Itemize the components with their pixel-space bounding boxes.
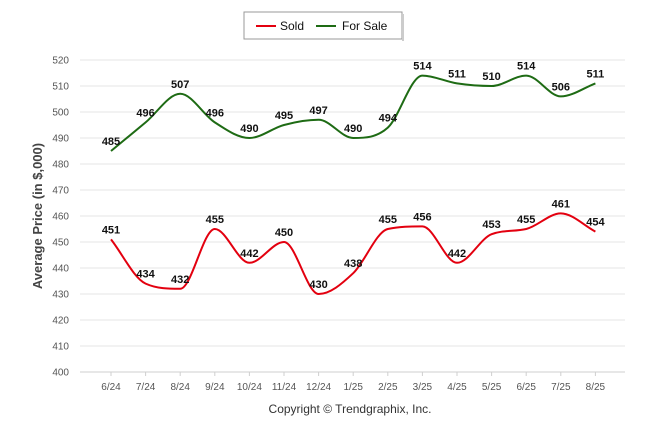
data-label-sold: 438: [344, 258, 362, 270]
series-line-for-sale: [110, 74, 596, 152]
x-tick-label: 10/24: [237, 382, 262, 393]
y-tick-label: 470: [52, 186, 69, 197]
data-label-for-sale: 494: [379, 113, 398, 125]
data-label-for-sale: 485: [102, 136, 120, 148]
series-lines: [110, 74, 596, 296]
data-label-sold: 450: [275, 227, 293, 239]
data-label-sold: 430: [309, 279, 327, 291]
data-label-for-sale: 496: [136, 107, 154, 119]
x-tick-label: 6/25: [516, 382, 536, 393]
data-label-for-sale: 507: [171, 79, 189, 91]
data-label-sold: 455: [379, 214, 397, 226]
x-tick-label: 1/25: [343, 382, 363, 393]
x-axis: 6/24 7/24 8/24 9/24 10/24 11/24 12/24 1/25 2/25 3…: [101, 372, 606, 393]
data-label-for-sale: 490: [240, 123, 258, 135]
x-tick-label: 3/25: [413, 382, 433, 393]
legend-label-for-sale: For Sale: [342, 19, 388, 33]
data-label-sold: 454: [586, 217, 605, 229]
x-tick-label: 6/24: [101, 382, 121, 393]
y-tick-label: 430: [52, 290, 69, 301]
data-label-for-sale: 496: [206, 107, 224, 119]
data-label-sold: 456: [413, 211, 431, 223]
y-tick-label: 500: [52, 108, 69, 119]
data-label-sold: 442: [448, 248, 466, 260]
y-axis-title: Average Price (in $,000): [30, 143, 45, 289]
data-label-for-sale: 490: [344, 123, 362, 135]
y-tick-label: 460: [52, 212, 69, 223]
y-tick-label: 440: [52, 264, 69, 275]
series-line-sold: [110, 212, 596, 296]
x-tick-label: 12/24: [306, 382, 331, 393]
data-label-for-sale: 497: [309, 105, 327, 117]
x-tick-label: 11/24: [272, 382, 297, 393]
legend: Sold For Sale: [243, 11, 404, 41]
data-label-for-sale: 514: [517, 61, 536, 73]
gridlines: [80, 59, 625, 373]
data-label-sold: 453: [482, 219, 500, 231]
y-tick-label: 480: [52, 160, 69, 171]
data-label-sold: 455: [517, 214, 535, 226]
y-tick-label: 510: [52, 82, 69, 93]
data-label-sold: 451: [102, 224, 120, 236]
data-label-for-sale: 511: [448, 68, 466, 80]
legend-label-sold: Sold: [280, 19, 304, 33]
y-tick-label: 490: [52, 134, 69, 145]
copyright-text: Copyright © Trendgraphix, Inc.: [269, 402, 432, 416]
x-tick-label: 4/25: [447, 382, 467, 393]
data-label-for-sale: 510: [482, 71, 500, 83]
data-label-for-sale: 506: [552, 81, 570, 93]
y-tick-label: 400: [52, 368, 69, 379]
data-labels: 451 434 432 455 442 450 430 438 455 456 442 453 455 4…: [102, 61, 606, 291]
x-tick-label: 8/24: [170, 382, 190, 393]
legend-shadow: [402, 14, 404, 41]
y-axis: 400 410 420 430 440 450 460 470 480 490 500 510 520: [52, 56, 69, 379]
y-tick-label: 420: [52, 316, 69, 327]
x-tick-label: 9/24: [205, 382, 225, 393]
x-tick-label: 8/25: [586, 382, 606, 393]
x-tick-label: 5/25: [482, 382, 502, 393]
data-label-sold: 432: [171, 274, 189, 286]
data-label-for-sale: 511: [587, 68, 605, 80]
x-tick-label: 7/24: [136, 382, 156, 393]
data-label-sold: 442: [240, 248, 258, 260]
y-tick-label: 410: [52, 342, 69, 353]
data-label-sold: 455: [206, 214, 224, 226]
x-tick-label: 2/25: [378, 382, 398, 393]
data-label-for-sale: 514: [413, 61, 432, 73]
data-label-sold: 434: [136, 269, 155, 281]
y-tick-label: 520: [52, 56, 69, 67]
data-label-sold: 461: [552, 198, 570, 210]
x-tick-label: 7/25: [551, 382, 571, 393]
data-label-for-sale: 495: [275, 110, 293, 122]
y-tick-label: 450: [52, 238, 69, 249]
